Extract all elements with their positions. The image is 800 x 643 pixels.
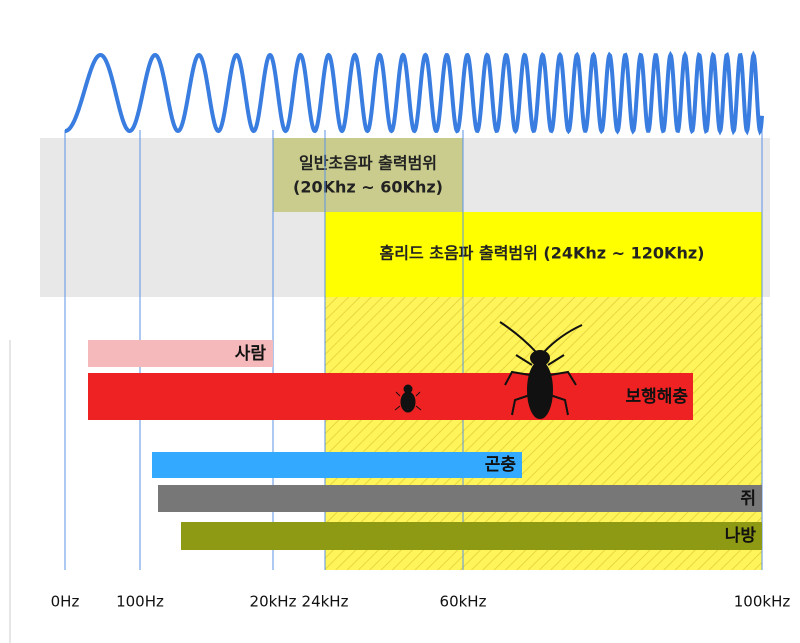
- zone-title: 홈리드 초음파 출력범위 (24Khz ~ 120Khz): [380, 244, 705, 263]
- bar-label: 보행해충: [625, 387, 688, 407]
- homeread-zone: [325, 212, 762, 297]
- bar-label: 사람: [235, 343, 267, 364]
- zone-title: 일반초음파 출력범위: [299, 154, 437, 173]
- axis-label: 60kHz: [440, 593, 487, 611]
- bar: [152, 452, 522, 478]
- axis-label: 100Hz: [116, 593, 164, 611]
- bar: [88, 340, 273, 367]
- axis: 0Hz 100Hz 20kHz 24kHz 60kHz 100kHz: [51, 593, 791, 611]
- general-zone: [273, 138, 463, 212]
- axis-label: 0Hz: [51, 593, 80, 611]
- bar-label: 나방: [725, 526, 757, 546]
- bar: [158, 485, 762, 512]
- axis-label: 100kHz: [734, 593, 791, 611]
- bar: [88, 373, 693, 420]
- axis-label: 24kHz: [302, 593, 349, 611]
- zone-range: (20Khz ~ 60Khz): [293, 178, 443, 197]
- wave: [65, 50, 764, 136]
- bug-icon: [394, 384, 422, 413]
- bar: [181, 522, 762, 550]
- bar-label: 쥐: [740, 489, 756, 509]
- axis-label: 20kHz: [250, 593, 297, 611]
- cockroach-icon: [499, 321, 583, 419]
- bar-label: 곤충: [485, 455, 517, 475]
